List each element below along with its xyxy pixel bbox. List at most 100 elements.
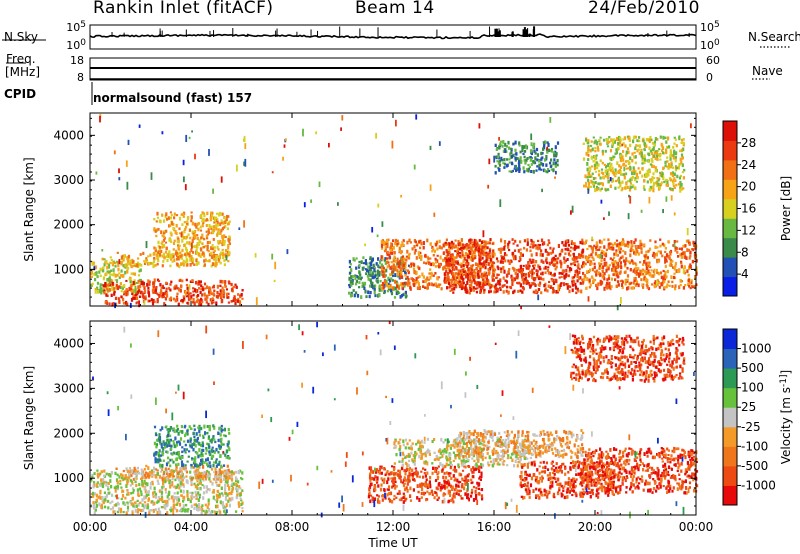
echo-cell [673, 240, 676, 244]
echo-cell [613, 241, 616, 246]
echo-cell [358, 275, 362, 280]
echo-cell [115, 279, 119, 283]
echo-cell [239, 487, 242, 490]
echo-cell [229, 498, 232, 502]
echo-cell [216, 284, 219, 289]
scatter-echo-cell [570, 210, 572, 215]
echo-cell [351, 281, 354, 285]
echo-cell [449, 255, 452, 258]
echo-cell [465, 247, 469, 251]
echo-cell [141, 483, 144, 486]
echo-cell [642, 243, 645, 247]
echo-cell [622, 173, 625, 176]
echo-cell [622, 150, 625, 153]
echo-cell [604, 149, 607, 153]
echo-cell [218, 255, 222, 260]
echo-cell [426, 276, 429, 281]
echo-cell [208, 290, 211, 294]
echo-cell [594, 177, 597, 180]
echo-cell [629, 166, 632, 171]
echo-cell [487, 252, 490, 256]
echo-cell [400, 270, 403, 275]
echo-cell [460, 287, 463, 291]
scatter-echo-cell [283, 144, 286, 148]
echo-cell [661, 172, 664, 175]
echo-cell [478, 258, 481, 263]
echo-cell [494, 291, 497, 294]
echo-cell [106, 265, 109, 270]
echo-cell [355, 257, 358, 260]
echo-cell [198, 482, 201, 485]
echo-cell [596, 140, 599, 145]
echo-cell [210, 255, 214, 259]
echo-cell [492, 269, 495, 272]
echo-cell [91, 473, 94, 478]
scatter-echo-cell [487, 184, 490, 189]
echo-cell [582, 271, 585, 275]
echo-cell [135, 296, 139, 300]
echo-cell [169, 481, 172, 485]
echo-cell [197, 253, 200, 257]
echo-cell [219, 500, 222, 504]
echo-cell [107, 506, 110, 510]
scatter-echo-cell [493, 155, 496, 163]
echo-cell [683, 265, 686, 270]
echo-cell [163, 302, 166, 306]
echo-cell [600, 280, 603, 284]
echo-cell [435, 240, 439, 245]
echo-cell [115, 478, 119, 483]
echo-cell [101, 289, 104, 293]
scatter-echo-cell [395, 119, 397, 127]
echo-cell [190, 211, 193, 214]
echo-cell [154, 492, 158, 496]
echo-cell [532, 240, 535, 244]
echo-cell [363, 286, 366, 291]
echo-cell [197, 475, 200, 480]
echo-cell [635, 280, 639, 284]
echo-cell [364, 259, 367, 262]
echo-cell [650, 138, 653, 142]
echo-cell [198, 282, 201, 286]
echo-cell [373, 268, 376, 272]
echo-cell [676, 167, 679, 170]
echo-cell [197, 478, 200, 481]
echo-cell [510, 170, 513, 173]
echo-cell [544, 248, 547, 253]
echo-cell [520, 270, 523, 274]
echo-cell [494, 283, 498, 287]
echo-cell [689, 265, 692, 268]
scatter-echo-cell [143, 300, 146, 305]
echo-cell [672, 244, 675, 247]
echo-cell [124, 270, 127, 275]
echo-cell [203, 214, 206, 218]
echo-cell [92, 501, 95, 504]
echo-cell [185, 247, 188, 251]
echo-cell [195, 473, 198, 476]
echo-cell [509, 152, 512, 156]
scatter-echo-cell [473, 238, 476, 247]
echo-cell [349, 263, 352, 266]
echo-cell [527, 266, 530, 270]
echo-cell [491, 275, 494, 280]
echo-cell [226, 480, 229, 483]
echo-cell [594, 146, 597, 150]
echo-cell [215, 500, 219, 504]
echo-cell [526, 238, 529, 242]
echo-cell [450, 240, 454, 244]
echo-cell [662, 174, 665, 178]
echo-cell [210, 211, 213, 214]
echo-cell [173, 495, 176, 500]
echo-cell [632, 269, 635, 273]
echo-cell [564, 243, 567, 247]
echo-cell [512, 242, 515, 245]
echo-cell [450, 260, 453, 263]
echo-cell [665, 151, 668, 155]
echo-cell [587, 171, 590, 176]
echo-cell [190, 498, 194, 500]
echo-cell [538, 246, 541, 250]
echo-cell [198, 300, 201, 304]
echo-cell [481, 283, 484, 287]
echo-cell [169, 211, 172, 214]
echo-cell [611, 166, 614, 171]
echo-cell [625, 257, 628, 261]
